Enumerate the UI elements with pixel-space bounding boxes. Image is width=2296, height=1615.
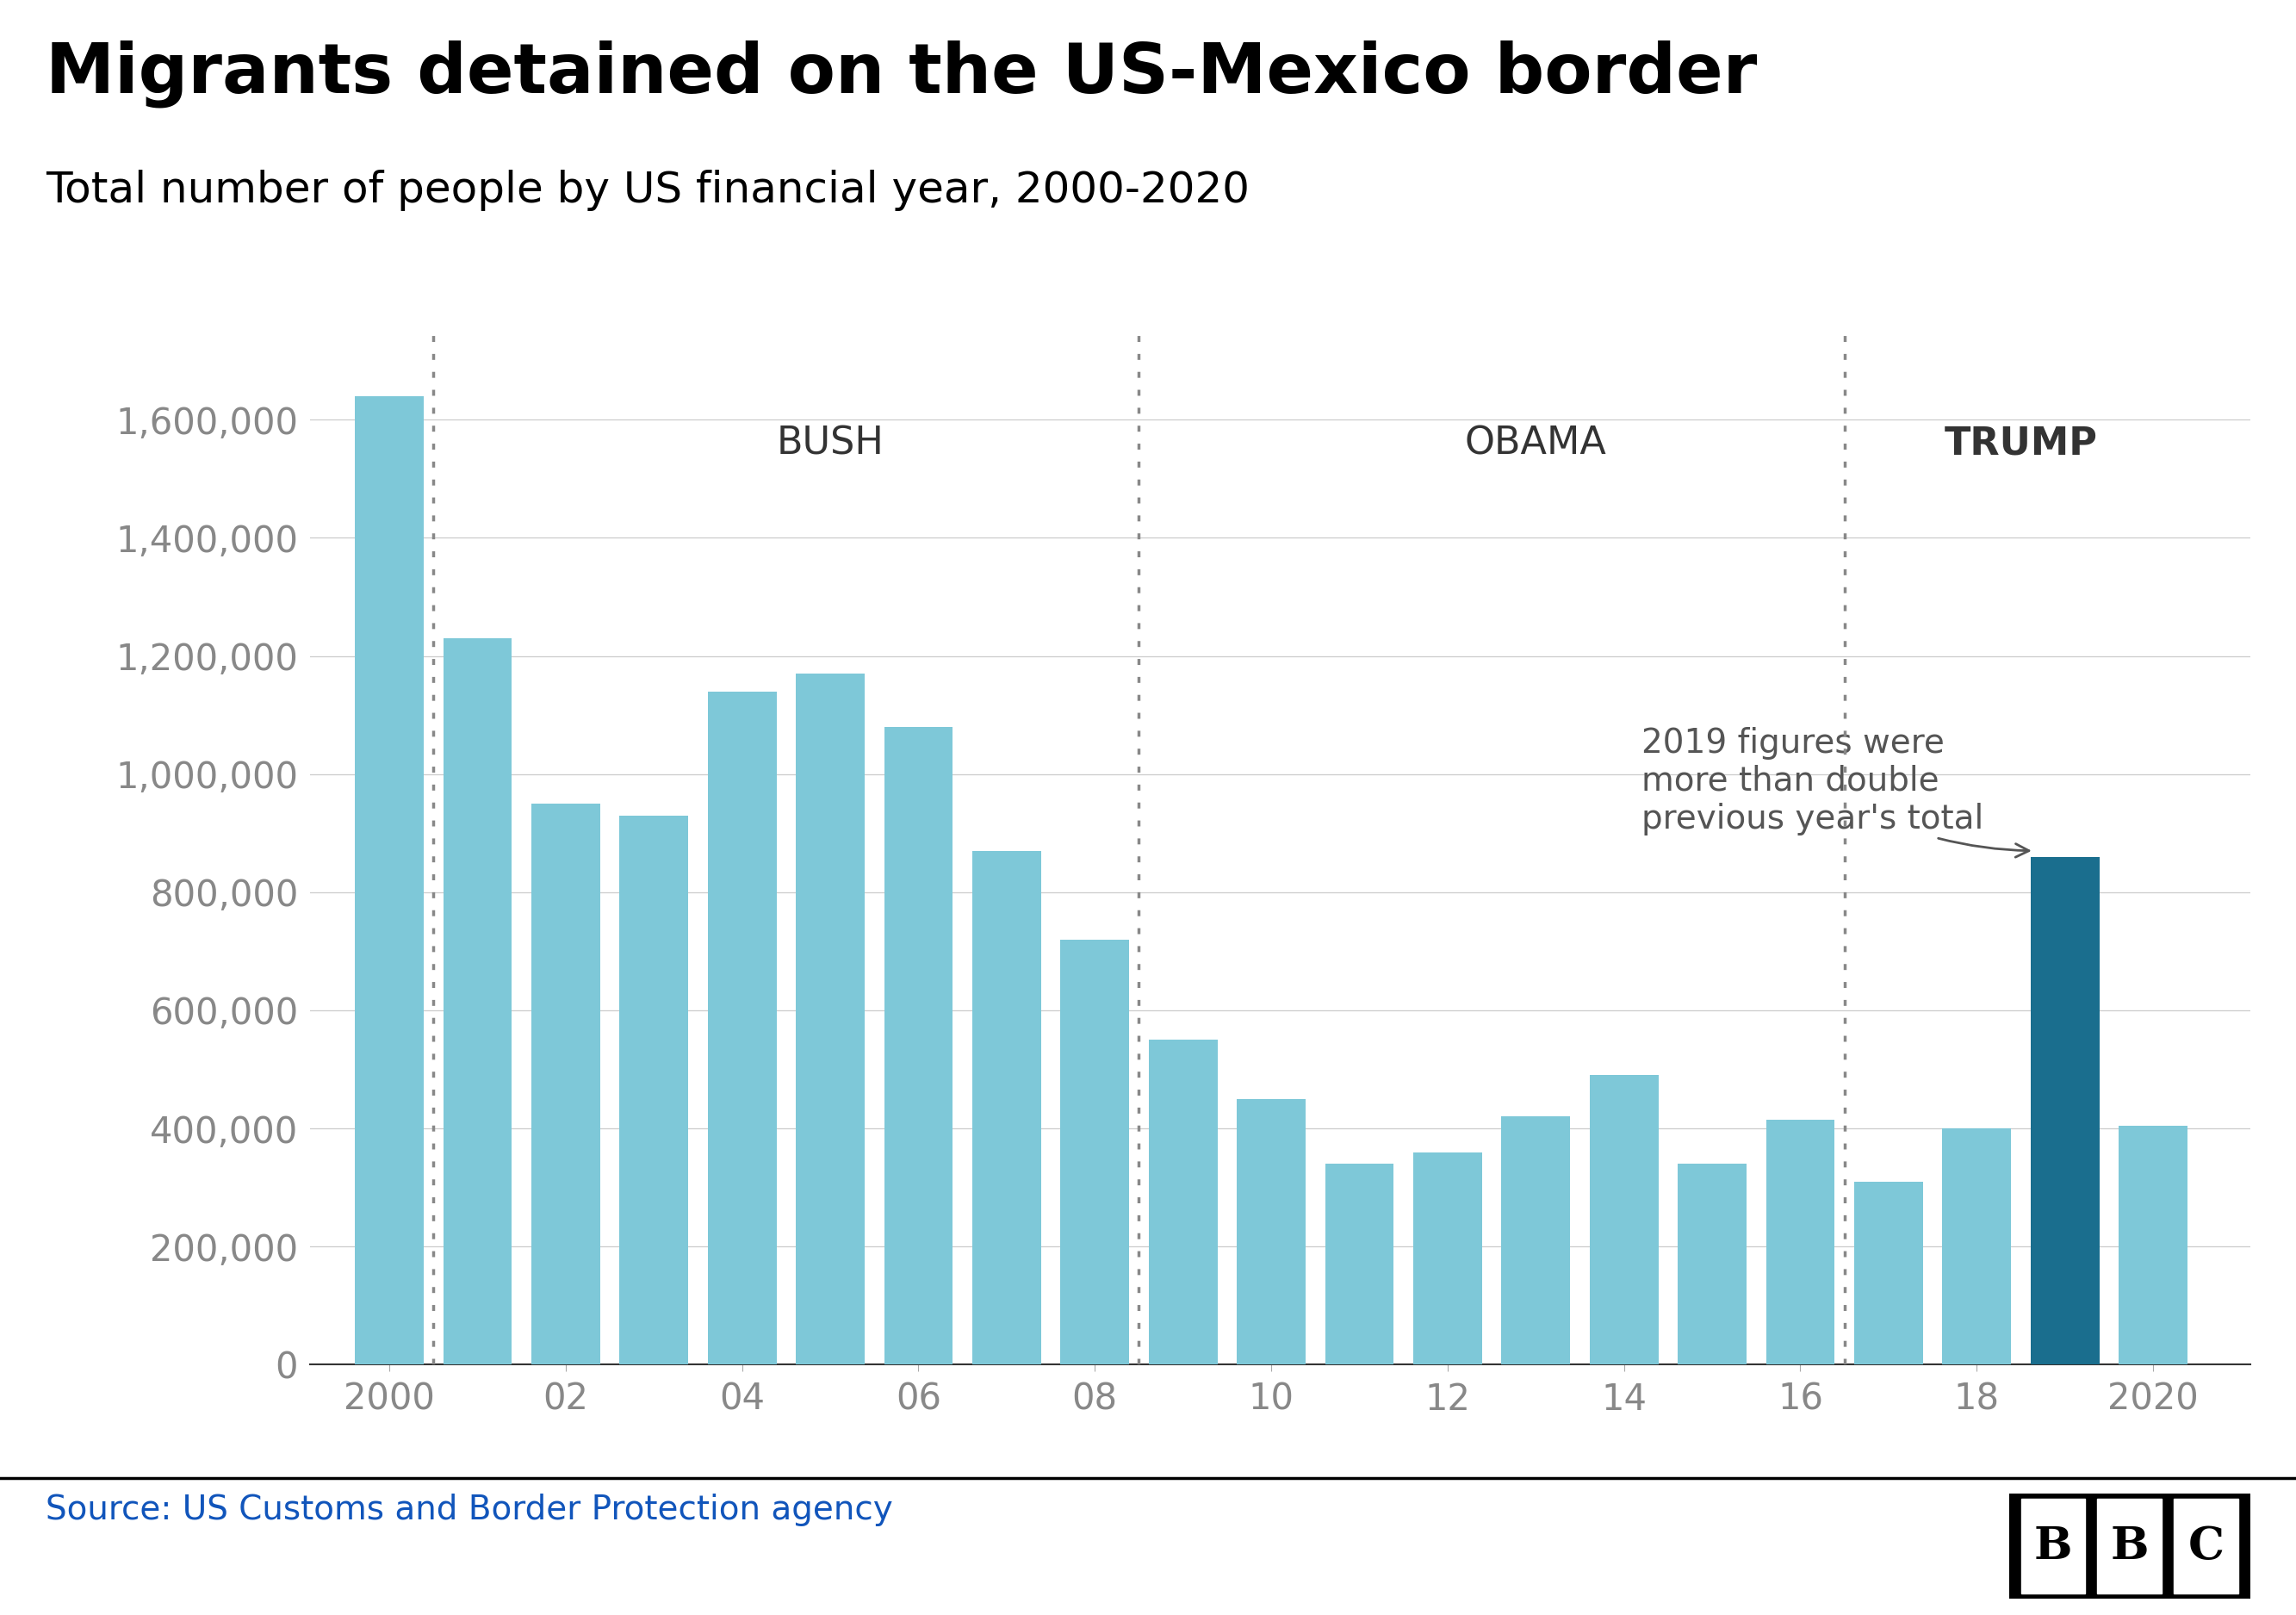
Bar: [884, 727, 953, 1365]
Text: OBAMA: OBAMA: [1465, 425, 1607, 462]
Text: 2019 figures were
more than double
previous year's total: 2019 figures were more than double previ…: [1642, 727, 2030, 858]
Text: BUSH: BUSH: [776, 425, 884, 462]
Bar: [1942, 1129, 2011, 1365]
Bar: [971, 851, 1040, 1365]
Bar: [707, 691, 776, 1365]
Bar: [530, 804, 599, 1365]
Bar: [1589, 1076, 1658, 1365]
Bar: [2119, 1126, 2188, 1365]
Bar: [797, 673, 866, 1365]
Bar: [1238, 1098, 1306, 1365]
Bar: [1502, 1116, 1570, 1365]
Text: B: B: [2034, 1525, 2073, 1568]
Bar: [1766, 1119, 1835, 1365]
FancyBboxPatch shape: [2174, 1499, 2239, 1594]
Bar: [1412, 1151, 1481, 1365]
Bar: [356, 396, 425, 1365]
Bar: [443, 638, 512, 1365]
Text: C: C: [2188, 1525, 2225, 1568]
Bar: [620, 816, 689, 1365]
Text: Total number of people by US financial year, 2000-2020: Total number of people by US financial y…: [46, 170, 1249, 212]
Bar: [1855, 1182, 1924, 1365]
Bar: [1061, 940, 1130, 1365]
Text: Migrants detained on the US-Mexico border: Migrants detained on the US-Mexico borde…: [46, 40, 1756, 108]
Bar: [1325, 1164, 1394, 1365]
Text: B: B: [2110, 1525, 2149, 1568]
Text: TRUMP: TRUMP: [1945, 425, 2099, 462]
Bar: [1678, 1164, 1747, 1365]
FancyBboxPatch shape: [2099, 1499, 2161, 1594]
Bar: [2030, 856, 2099, 1365]
Bar: [1148, 1040, 1217, 1365]
Text: Source: US Customs and Border Protection agency: Source: US Customs and Border Protection…: [46, 1494, 893, 1526]
FancyBboxPatch shape: [2020, 1499, 2085, 1594]
